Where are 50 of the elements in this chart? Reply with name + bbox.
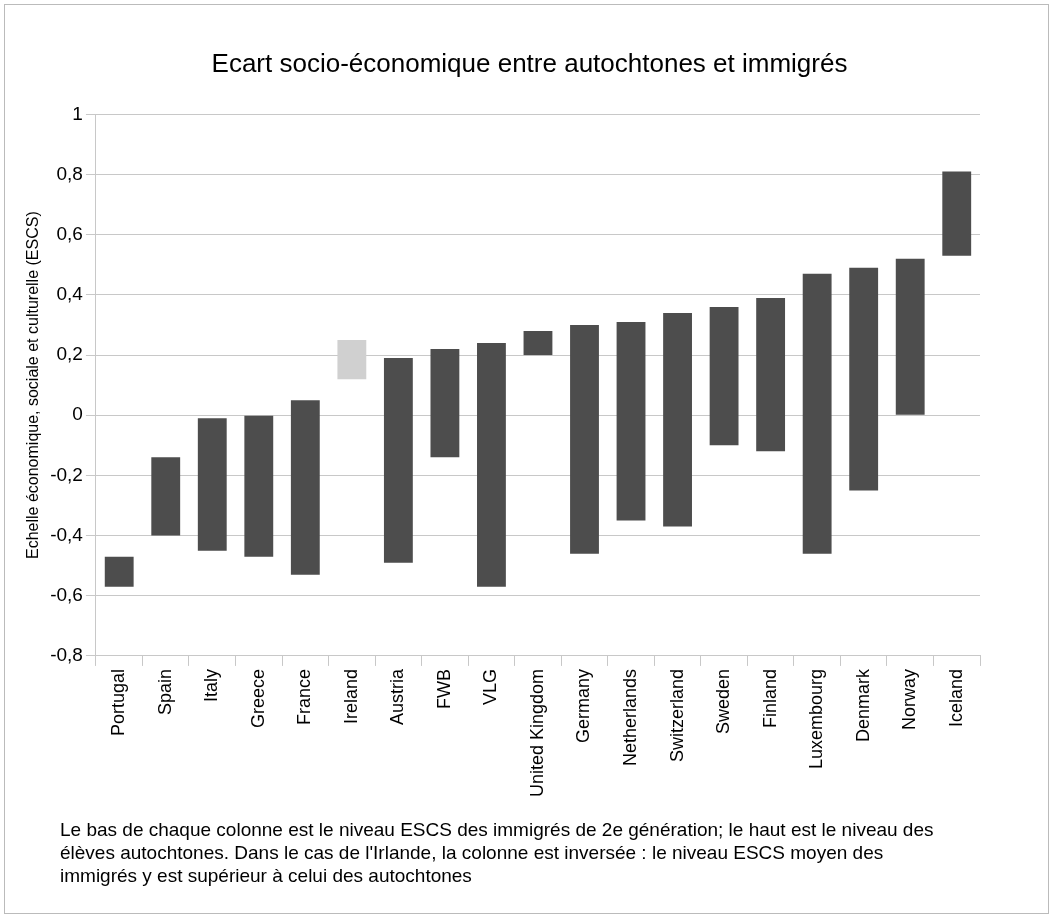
x-tick-label: VLG <box>480 668 501 705</box>
y-tick-label: -0,8 <box>50 644 83 666</box>
x-tick-label: Luxembourg <box>806 668 827 769</box>
bar <box>942 171 972 256</box>
bar <box>756 297 786 452</box>
x-tick-label: FWB <box>433 668 454 709</box>
bar <box>430 349 460 458</box>
x-tick-label: Iceland <box>945 668 966 727</box>
bar <box>383 358 413 563</box>
x-tick-label: France <box>294 668 315 725</box>
bar <box>802 273 832 554</box>
bar <box>244 415 274 557</box>
bar <box>151 457 181 536</box>
y-tick-label: 0,2 <box>56 343 83 365</box>
x-tick-label: Italy <box>201 668 222 702</box>
x-tick-label: Austria <box>387 667 408 725</box>
y-tick-label: 0,4 <box>56 283 84 305</box>
x-tick-label: United Kingdom <box>526 668 547 797</box>
bar <box>523 331 553 356</box>
bar <box>895 258 925 415</box>
bar <box>616 321 646 521</box>
y-tick-label: 0,6 <box>56 222 83 244</box>
bar <box>477 343 506 587</box>
x-tick-label: Sweden <box>713 668 734 734</box>
x-tick-label: Portugal <box>108 668 129 736</box>
text: Le bas de chaque colonne est le niveau ESCS des immigrés de 2e génération; le haut est le niveau des élèves autochtones. Dans le cas de l'Irlande, la colonne est inversée : le niveau ESCS moyen des immigrés y est supérieur à celui des autochtones <box>60 818 935 887</box>
x-tick-label: Switzerland <box>666 668 687 762</box>
x-tick-label: Ireland <box>340 668 361 724</box>
y-tick-label: 1 <box>72 102 83 124</box>
y-axis-title: Echelle économique, sociale et culturelle (ESCS) <box>24 211 42 560</box>
y-tick-label: 0 <box>72 403 83 425</box>
x-tick-label: Spain <box>154 668 175 715</box>
y-tick-label: -0,2 <box>50 463 83 485</box>
chart-title: Ecart socio-économique entre autochtones et immigrés <box>210 48 849 79</box>
x-tick-label: Germany <box>573 668 594 743</box>
y-tick-label: -0,4 <box>50 523 84 545</box>
bar <box>663 312 692 527</box>
bar <box>104 556 134 587</box>
bar <box>709 306 739 446</box>
bar <box>290 400 320 575</box>
x-tick-label: Denmark <box>852 667 873 742</box>
y-tick-label: 0,8 <box>56 162 83 184</box>
y-tick-label: -0,6 <box>50 583 83 605</box>
x-tick-label: Greece <box>247 668 268 728</box>
bar <box>197 418 227 551</box>
bar <box>849 267 879 491</box>
bar <box>570 324 599 554</box>
x-tick-label: Finland <box>759 668 780 728</box>
x-tick-label: Netherlands <box>620 668 640 766</box>
x-tick-label: Norway <box>899 668 920 730</box>
